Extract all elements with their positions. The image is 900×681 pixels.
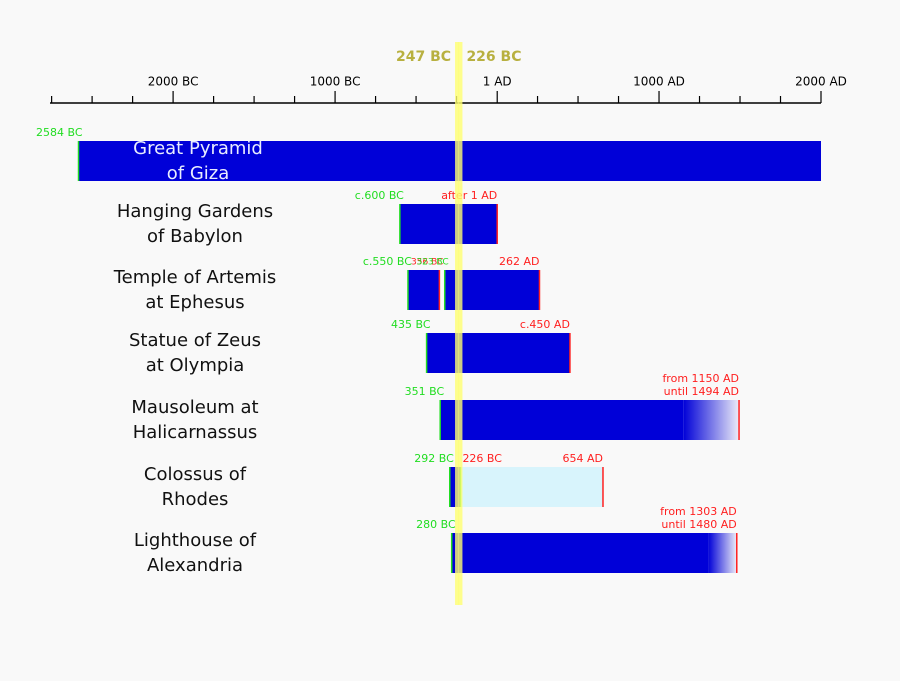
- start-label: 292 BC: [414, 452, 454, 465]
- start-label: 323 BC: [416, 258, 448, 268]
- bar: [78, 141, 821, 181]
- wonder-name: Great Pyramid: [133, 138, 263, 159]
- wonder-name: Lighthouse of: [134, 530, 257, 551]
- wonder-name: Statue of Zeus: [129, 330, 261, 351]
- wonder-name: Rhodes: [162, 489, 229, 510]
- start-label: 226 BC: [462, 452, 502, 465]
- bar: [399, 204, 498, 244]
- wonder-name: at Olympia: [146, 355, 245, 376]
- bar-fade: [708, 533, 737, 573]
- bar: [407, 270, 440, 310]
- wonder-name: Temple of Artemis: [113, 267, 277, 288]
- start-label: c.550 BC: [363, 255, 412, 268]
- end-label: 356 BC: [411, 258, 443, 268]
- marker-label: 226 BC: [466, 49, 521, 65]
- wonder-name: Mausoleum at: [131, 397, 258, 418]
- wonder-name: of Giza: [167, 163, 230, 184]
- marker-label: 247 BC: [396, 49, 451, 65]
- bar: [426, 333, 570, 373]
- end-label: from 1150 AD: [662, 372, 739, 385]
- x-tick-label: 1000 AD: [633, 75, 685, 89]
- end-label: until 1480 AD: [661, 518, 736, 531]
- x-tick-label: 2000 BC: [148, 75, 199, 89]
- wonder-name: Colossus of: [144, 464, 247, 485]
- start-label: 2584 BC: [36, 126, 83, 139]
- end-label: until 1494 AD: [664, 385, 739, 398]
- start-label: 351 BC: [405, 385, 445, 398]
- bar-fade: [683, 400, 740, 440]
- end-label: 262 AD: [499, 255, 540, 268]
- bar: [460, 467, 603, 507]
- bar: [451, 533, 709, 573]
- wonder-name: Alexandria: [147, 555, 243, 576]
- wonder-name: Hanging Gardens: [117, 201, 273, 222]
- x-tick-label: 1000 BC: [310, 75, 361, 89]
- start-label: c.600 BC: [355, 189, 404, 202]
- end-label: 654 AD: [562, 452, 603, 465]
- start-label: 280 BC: [416, 518, 456, 531]
- bar: [440, 400, 684, 440]
- wonder-name: Halicarnassus: [133, 422, 258, 443]
- x-tick-label: 2000 AD: [795, 75, 847, 89]
- x-tick-label: 1 AD: [483, 75, 512, 89]
- wonder-name: at Ephesus: [145, 292, 244, 313]
- end-label: after 1 AD: [441, 189, 497, 202]
- end-label: from 1303 AD: [660, 505, 737, 518]
- end-label: c.450 AD: [520, 318, 570, 331]
- wonder-name: of Babylon: [147, 226, 243, 247]
- start-label: 435 BC: [391, 318, 431, 331]
